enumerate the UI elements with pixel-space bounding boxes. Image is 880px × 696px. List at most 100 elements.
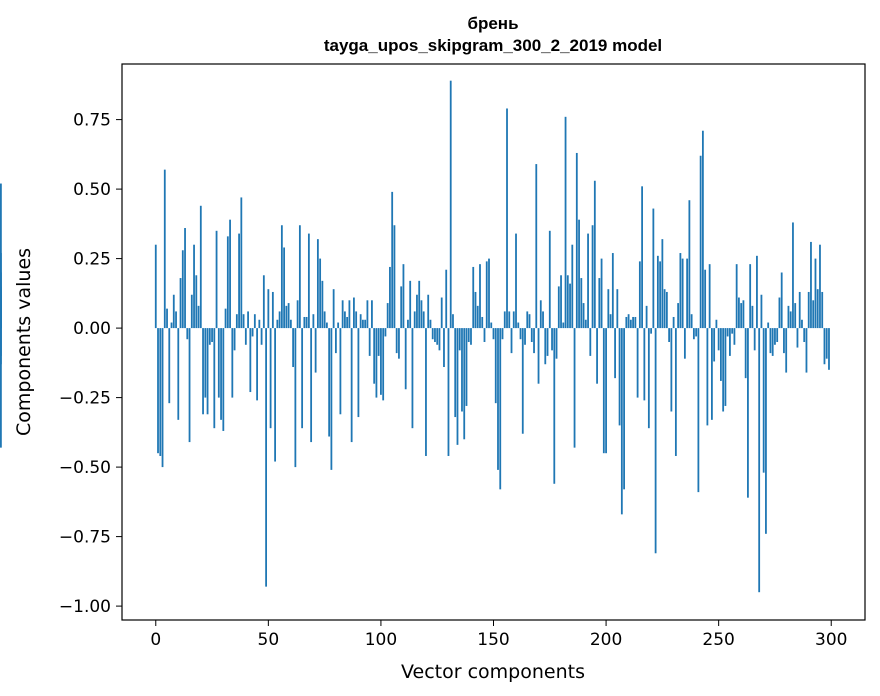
bar	[724, 328, 727, 406]
bar	[346, 316, 349, 329]
bar	[503, 311, 506, 329]
bar	[449, 80, 452, 329]
bar	[334, 328, 337, 354]
bar	[650, 328, 653, 334]
bar	[553, 328, 556, 484]
bar	[215, 230, 218, 329]
bar	[454, 328, 457, 418]
bar	[751, 305, 754, 329]
bar	[632, 316, 634, 329]
bar	[825, 328, 828, 359]
bar	[620, 328, 623, 515]
bar	[771, 328, 774, 356]
bar	[168, 328, 171, 404]
bar	[535, 164, 538, 329]
chart-title: брень	[467, 14, 518, 33]
bar	[157, 328, 159, 454]
bar	[823, 328, 826, 365]
bar	[436, 328, 439, 345]
bar	[814, 258, 817, 329]
bar	[548, 230, 551, 329]
bar	[404, 328, 407, 390]
bar	[672, 316, 675, 329]
bar	[656, 255, 659, 329]
bar	[677, 303, 680, 329]
bar	[524, 328, 526, 345]
bar	[265, 328, 267, 587]
bar	[726, 328, 729, 337]
bar	[409, 280, 412, 329]
bar	[485, 261, 488, 329]
bar	[803, 328, 806, 342]
bar	[262, 275, 265, 329]
bar	[801, 319, 803, 329]
bar	[546, 328, 549, 356]
y-tick-label: 0.50	[73, 180, 111, 200]
bar	[688, 200, 691, 329]
bar	[539, 300, 542, 329]
bar	[474, 291, 477, 329]
bar	[267, 289, 270, 329]
bar	[573, 328, 576, 448]
bar	[821, 291, 824, 329]
bar	[348, 300, 351, 329]
bar	[287, 303, 290, 329]
bar	[526, 311, 529, 329]
bar	[785, 328, 788, 373]
bar	[647, 328, 650, 429]
bar	[0, 328, 2, 365]
bar	[438, 328, 441, 351]
y-axis: −1.00 −0.75 −0.50 −0.25 0.00 0.25 0.50 0.75	[59, 111, 122, 617]
x-axis-label: Vector components	[401, 661, 585, 683]
bar	[440, 297, 443, 329]
bar	[463, 328, 466, 440]
bar	[659, 261, 662, 329]
bar	[733, 328, 736, 345]
bar	[301, 328, 304, 429]
bar	[780, 272, 783, 329]
bar	[510, 328, 513, 354]
bar	[492, 328, 495, 340]
bar	[285, 305, 288, 329]
bar	[708, 264, 711, 329]
bar	[783, 328, 785, 354]
bar	[386, 303, 389, 329]
bar	[371, 300, 373, 329]
bar-series	[0, 80, 830, 593]
bar	[0, 183, 2, 329]
y-axis-label: Components values	[13, 248, 35, 436]
x-tick-label: 150	[477, 630, 509, 650]
bar	[411, 328, 414, 429]
bar	[337, 322, 340, 329]
y-tick-label: 0.25	[73, 250, 111, 270]
bar	[681, 258, 684, 329]
bar	[686, 258, 689, 329]
bar	[220, 328, 222, 420]
bar	[184, 228, 186, 329]
bar	[271, 291, 274, 329]
bar	[190, 294, 193, 329]
bar	[701, 130, 704, 329]
bar	[494, 328, 497, 404]
bar	[744, 328, 747, 379]
bar	[625, 316, 628, 329]
bar	[422, 311, 425, 329]
bar	[163, 169, 166, 329]
bar	[170, 322, 173, 329]
bar	[229, 219, 231, 329]
bar	[593, 180, 596, 329]
bar	[418, 280, 421, 329]
y-tick-label: 0.75	[73, 111, 111, 131]
bar	[195, 275, 198, 329]
bar	[332, 289, 335, 329]
bar	[154, 244, 157, 329]
bar	[805, 328, 808, 373]
bar	[609, 314, 612, 329]
x-tick-label: 250	[702, 630, 734, 650]
bar	[557, 286, 560, 329]
bar	[206, 328, 209, 415]
bar	[344, 311, 346, 329]
bar	[242, 314, 245, 329]
bar	[283, 247, 286, 329]
bar	[481, 316, 484, 329]
